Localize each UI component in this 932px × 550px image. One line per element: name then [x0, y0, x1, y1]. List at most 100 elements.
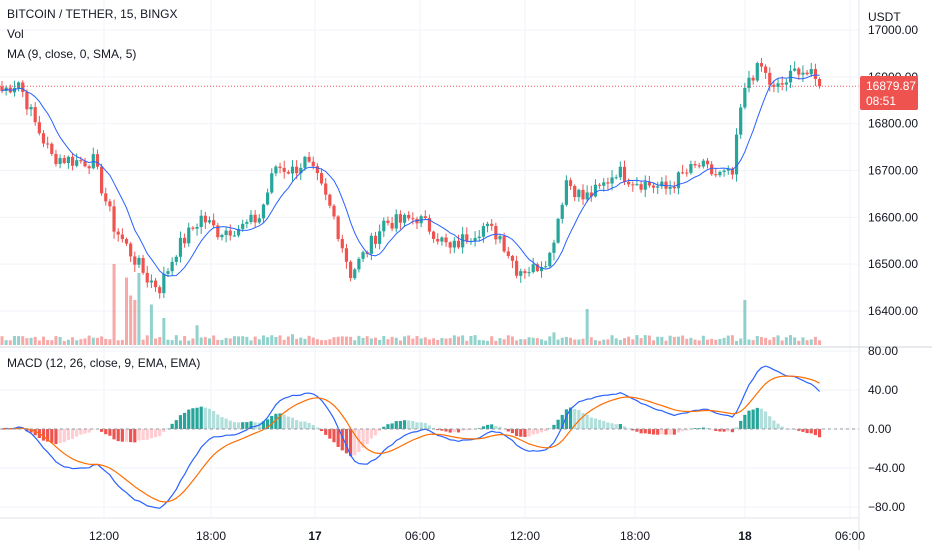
candle-body [473, 238, 477, 242]
histogram-bar [62, 429, 66, 443]
histogram-bar [465, 429, 469, 431]
histogram-bar [647, 429, 651, 434]
candlesticks [0, 57, 822, 299]
histogram-bar [307, 422, 311, 429]
histogram-bar [70, 429, 75, 439]
candle-body [444, 237, 448, 243]
histogram-bar [153, 429, 158, 438]
histogram-bar [183, 412, 187, 429]
histogram-bar [369, 429, 373, 439]
candle-body [232, 235, 236, 237]
candle-body [212, 220, 216, 226]
candle-body [564, 180, 568, 205]
histogram-bar [631, 429, 635, 431]
volume-bar [365, 336, 369, 345]
price-axis[interactable]: 17000.0016900.0016800.0016700.0016600.00… [868, 23, 918, 318]
candle-body [390, 222, 394, 229]
ma-legend[interactable]: MA (9, close, 0, SMA, 5) [7, 47, 137, 61]
candle-body [58, 158, 62, 164]
candle-body [79, 160, 83, 162]
volume-bar [12, 335, 16, 345]
volume-bar [427, 339, 431, 345]
volume-bar [187, 340, 191, 345]
candle-body [701, 160, 705, 167]
volume-bar [564, 336, 568, 345]
histogram-bar [149, 429, 153, 439]
volume-bar [627, 336, 631, 345]
histogram-bar [232, 422, 236, 429]
macd-axis[interactable]: 80.00 40.00 0.00 −40.00 −80.00 [868, 344, 905, 514]
candle-body [37, 122, 41, 134]
candle-body [46, 143, 50, 145]
volume-bar [17, 336, 21, 345]
histogram-bar [456, 429, 461, 433]
histogram-bar [668, 429, 672, 435]
volume-bar [266, 337, 270, 345]
grid-lines [0, 0, 859, 518]
histogram-bar [187, 409, 191, 429]
candle-body [722, 170, 726, 172]
histogram-bar [245, 422, 249, 429]
candle-body [764, 66, 768, 73]
volume-bar [759, 337, 763, 345]
histogram-bar [212, 410, 216, 429]
volume-bar [120, 339, 124, 345]
histogram-bar [461, 429, 465, 431]
volume-bar [614, 338, 618, 345]
volume-bar [664, 340, 668, 345]
volume-bar [618, 339, 622, 345]
candle-body [344, 248, 349, 262]
macd-tick-label: 40.00 [868, 383, 898, 397]
volume-bar [432, 338, 436, 345]
candle-body [606, 182, 610, 184]
macd-legend[interactable]: MACD (12, 26, close, 9, EMA, EMA) [7, 356, 201, 370]
histogram-bar [788, 428, 793, 430]
histogram-bar [324, 429, 328, 435]
histogram-bar [809, 429, 813, 434]
candle-body [228, 230, 232, 236]
histogram-bar [378, 429, 382, 432]
candle-body [448, 242, 452, 248]
volume-bar [311, 337, 315, 345]
volume-bar [8, 340, 12, 345]
volume-bar [133, 300, 137, 345]
volume-bar [212, 335, 216, 345]
candle-body [104, 193, 108, 202]
histogram-bar [477, 428, 481, 429]
time-tick-label: 18 [738, 529, 752, 543]
volume-bar [332, 337, 336, 345]
candle-body [407, 214, 411, 219]
histogram-bar [627, 428, 631, 430]
candle-body [614, 177, 618, 179]
histogram-bar [241, 422, 245, 429]
histogram-bar [382, 426, 386, 429]
histogram-bar [722, 429, 726, 432]
volume-bar [573, 339, 577, 345]
volume-bar [4, 340, 8, 345]
candle-body [772, 84, 776, 87]
candle-body [681, 172, 685, 174]
volume-bar [710, 338, 714, 345]
candle-body [402, 214, 407, 223]
volume-bar [751, 340, 755, 345]
histogram-bar [747, 410, 751, 429]
volume-bar [232, 336, 236, 345]
histogram-bar [33, 429, 37, 436]
candle-body [120, 234, 124, 240]
time-tick-label: 12:00 [510, 529, 540, 543]
candle-body [577, 189, 581, 198]
histogram-bar [656, 429, 660, 435]
symbol-legend[interactable]: BITCOIN / TETHER, 15, BINGX [7, 7, 178, 21]
volume-bar [386, 339, 390, 345]
volume-bar [502, 339, 506, 345]
volume-bar [100, 336, 104, 345]
time-axis[interactable]: 12:00 18:00 17 06:00 12:00 18:00 18 06:00 [89, 529, 865, 543]
candle-body [502, 236, 506, 252]
histogram-bar [730, 429, 734, 433]
volume-bar [784, 337, 788, 345]
histogram-bar [768, 416, 772, 429]
histogram-bar [402, 420, 407, 429]
volume-legend[interactable]: Vol [7, 27, 24, 41]
volume-bar [623, 338, 626, 345]
